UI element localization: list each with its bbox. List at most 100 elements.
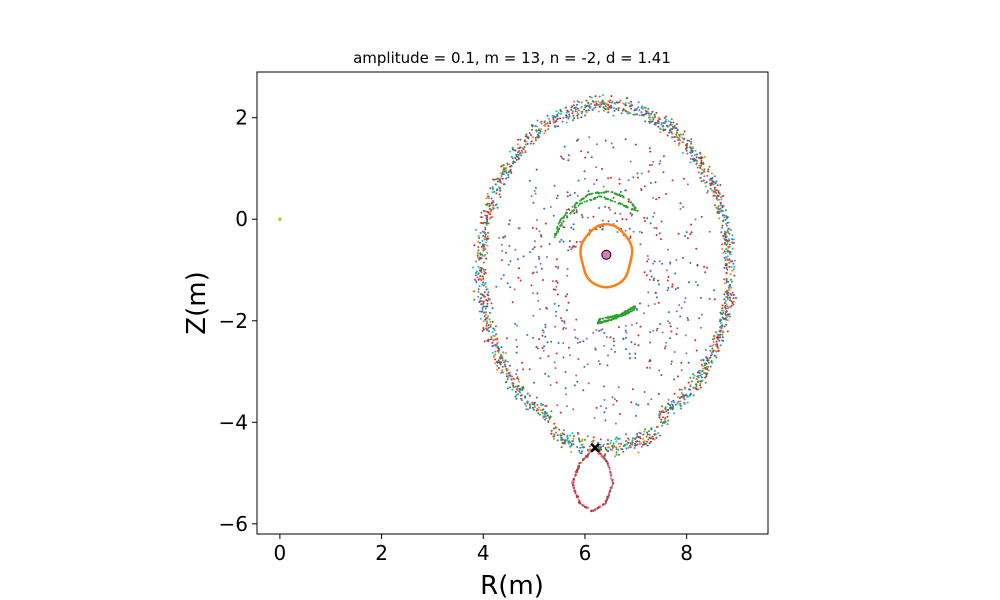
scatter-point — [652, 196, 655, 199]
scatter-point — [481, 244, 484, 247]
scatter-point — [485, 210, 488, 213]
scatter-point — [519, 391, 522, 394]
scatter-point — [566, 438, 569, 441]
scatter-point — [704, 376, 707, 379]
scatter-point — [662, 129, 665, 132]
scatter-point — [607, 354, 609, 357]
scatter-point — [682, 206, 685, 208]
scatter-point — [724, 263, 727, 266]
scatter-point — [588, 445, 591, 448]
scatter-point — [665, 410, 668, 413]
scatter-point — [655, 296, 658, 299]
scatter-point — [475, 281, 478, 284]
scatter-point — [581, 504, 584, 507]
scatter-point — [537, 136, 540, 139]
scatter-point — [703, 156, 706, 158]
scatter-point — [555, 110, 558, 113]
scatter-point — [709, 365, 712, 368]
scatter-point — [491, 201, 494, 204]
scatter-point — [570, 248, 573, 251]
scatter-point — [558, 428, 561, 431]
scatter-point — [482, 327, 485, 329]
scatter-point — [482, 249, 485, 252]
scatter-point — [524, 151, 527, 154]
scatter-point — [570, 106, 573, 109]
scatter-point — [552, 288, 555, 291]
scatter-point — [629, 307, 632, 310]
scatter-point — [685, 231, 688, 234]
scatter-point — [488, 298, 491, 301]
scatter-point — [530, 284, 533, 287]
scatter-point — [552, 116, 555, 119]
scatter-point — [680, 388, 683, 391]
scatter-point — [525, 408, 528, 411]
scatter-point — [666, 423, 669, 426]
scatter-point — [567, 117, 570, 120]
scatter-point — [504, 360, 507, 363]
scatter-point — [629, 442, 632, 445]
scatter-point — [675, 310, 678, 313]
scatter-point — [583, 505, 586, 508]
scatter-point — [631, 439, 634, 442]
scatter-point — [507, 376, 510, 379]
scatter-point — [494, 344, 497, 347]
scatter-point — [600, 195, 603, 198]
scatter-point — [611, 447, 614, 449]
scatter-point — [677, 144, 680, 146]
scatter-point — [632, 230, 635, 233]
scatter-point — [545, 411, 548, 414]
scatter-point — [723, 278, 726, 281]
scatter-point — [624, 329, 627, 332]
scatter-point — [580, 106, 583, 109]
scatter-point — [699, 297, 702, 299]
scatter-point — [649, 150, 652, 153]
scatter-point — [541, 334, 544, 337]
scatter-point — [562, 116, 565, 119]
scatter-point — [678, 142, 681, 145]
scatter-point — [683, 398, 686, 401]
scatter-point — [544, 323, 547, 326]
scatter-point — [569, 194, 572, 197]
scatter-point — [634, 143, 637, 146]
scatter-point — [650, 436, 653, 439]
scatter-point — [589, 106, 592, 109]
scatter-point — [678, 403, 681, 406]
scatter-point — [559, 434, 562, 437]
scatter-point — [666, 289, 669, 292]
scatter-point — [644, 428, 647, 431]
scatter-point — [577, 433, 580, 436]
scatter-point — [556, 225, 559, 228]
scatter-point — [484, 226, 487, 229]
scatter-point — [664, 193, 667, 195]
scatter-point — [530, 134, 533, 137]
scatter-point — [659, 323, 662, 326]
scatter-point — [624, 229, 627, 232]
scatter-point — [624, 109, 627, 112]
scatter-point — [652, 279, 655, 282]
scatter-point — [716, 346, 719, 349]
scatter-point — [664, 417, 667, 420]
scatter-point — [548, 120, 551, 123]
scatter-point — [534, 139, 537, 142]
scatter-point — [571, 209, 574, 212]
scatter-point — [598, 447, 601, 449]
scatter-point — [557, 222, 560, 225]
scatter-point — [477, 235, 480, 237]
scatter-point — [618, 182, 621, 185]
scatter-point — [663, 419, 666, 422]
scatter-point — [658, 122, 660, 125]
scatter-point — [477, 295, 480, 298]
scatter-point — [554, 426, 557, 429]
scatter-point — [526, 402, 529, 405]
scatter-point — [573, 486, 575, 489]
scatter-point — [607, 446, 610, 449]
scatter-point — [725, 314, 727, 317]
scatter-point — [680, 369, 683, 372]
scatter-point — [538, 230, 541, 233]
scatter-point — [671, 404, 674, 407]
scatter-point — [484, 318, 487, 321]
scatter-point — [576, 107, 579, 110]
scatter-point — [637, 106, 640, 109]
scatter-point — [612, 315, 615, 318]
scatter-point — [562, 326, 565, 329]
